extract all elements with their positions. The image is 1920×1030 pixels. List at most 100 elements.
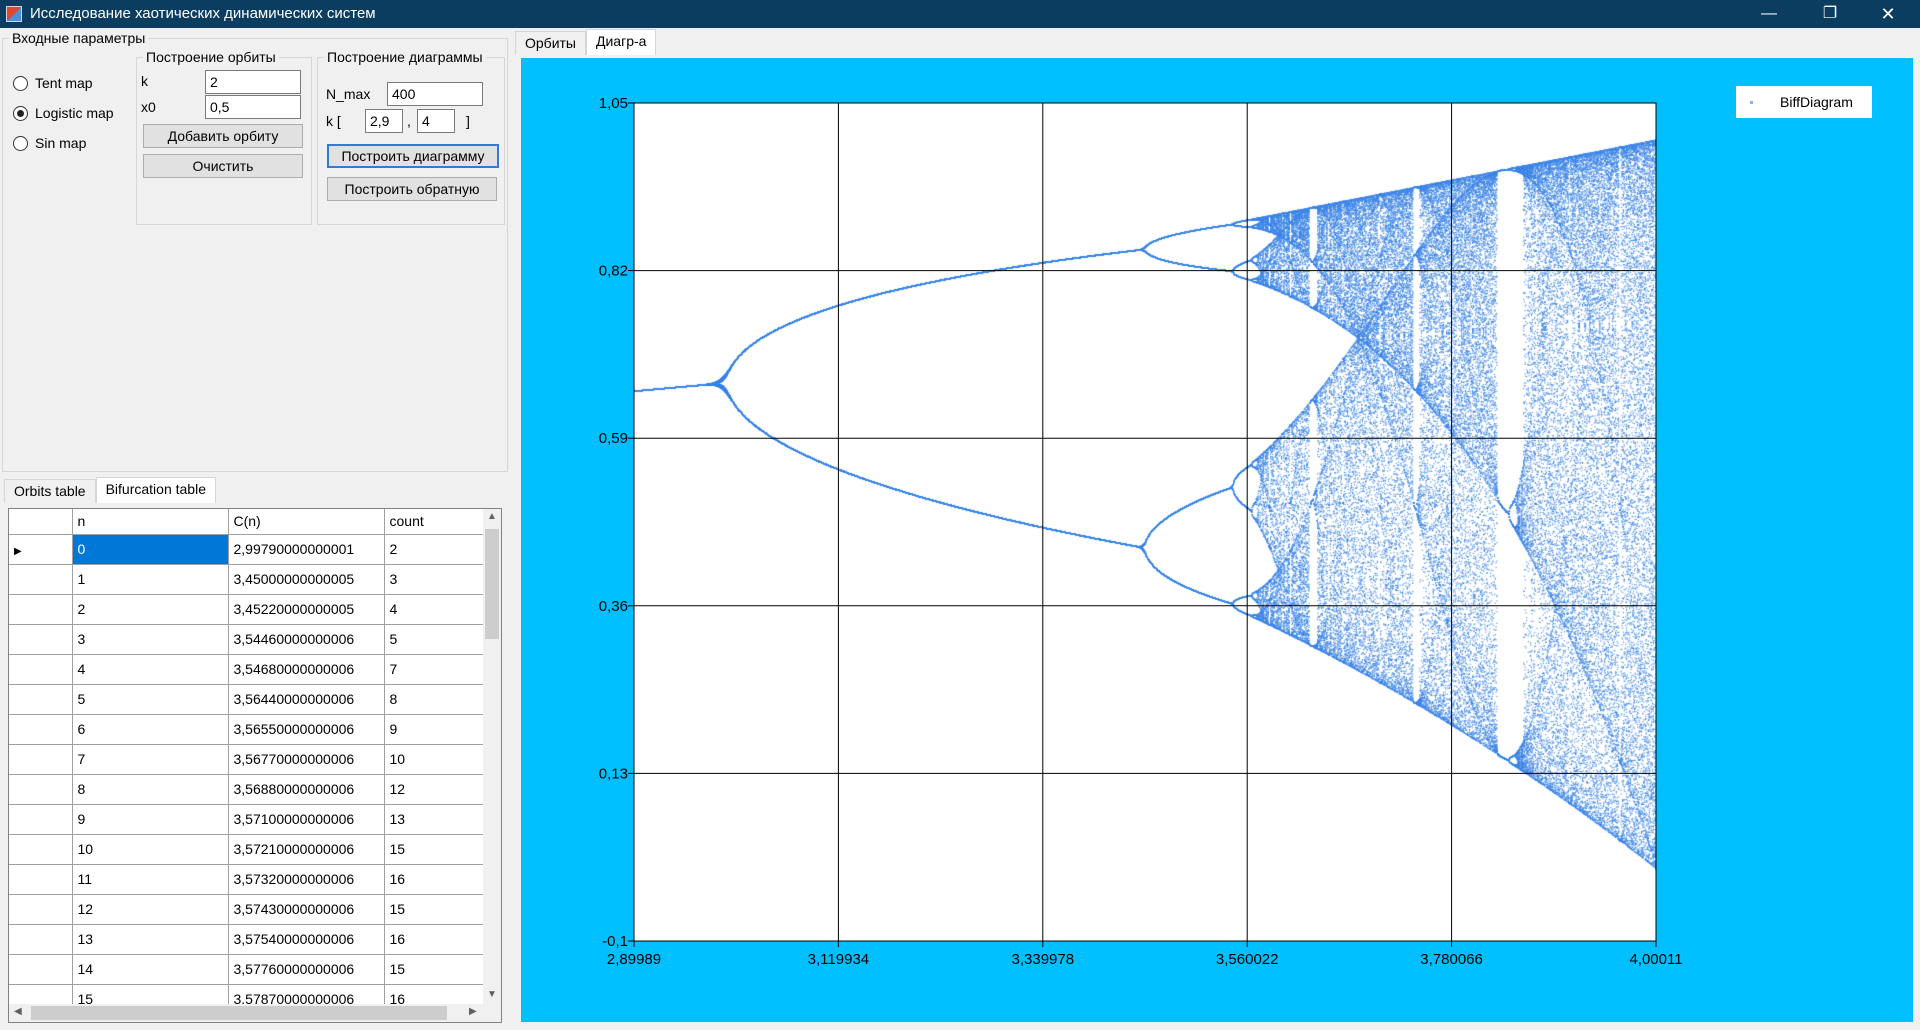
tab-bifurcation-table[interactable]: Bifurcation table <box>95 477 216 503</box>
cell-n[interactable]: 14 <box>72 954 229 985</box>
column-header-count[interactable]: count <box>384 509 485 535</box>
tab-orbits-table[interactable]: Orbits table <box>4 479 96 503</box>
table-row[interactable]: 12 3,57430000000006 15 <box>9 894 485 925</box>
build-diagram-button[interactable]: Построить диаграмму <box>327 144 499 168</box>
column-header-cn[interactable]: C(n) <box>228 509 385 535</box>
cell-count[interactable]: 15 <box>384 894 485 925</box>
cell-n[interactable]: 12 <box>72 894 229 925</box>
row-header[interactable] <box>9 684 73 715</box>
cell-cn[interactable]: 3,45000000000005 <box>228 564 385 595</box>
cell-n[interactable]: 3 <box>72 624 229 655</box>
radio-sin-map[interactable]: Sin map <box>13 135 86 151</box>
cell-cn[interactable]: 3,56440000000006 <box>228 684 385 715</box>
cell-cn[interactable]: 3,54680000000006 <box>228 654 385 685</box>
cell-n[interactable]: 11 <box>72 864 229 895</box>
cell-count[interactable]: 15 <box>384 834 485 865</box>
cell-cn[interactable]: 3,56880000000006 <box>228 774 385 805</box>
cell-n[interactable]: 4 <box>72 654 229 685</box>
scroll-right-icon[interactable]: ▶ <box>469 1006 477 1017</box>
table-row[interactable]: 14 3,57760000000006 15 <box>9 954 485 985</box>
column-header-n[interactable]: n <box>72 509 229 535</box>
x0-input[interactable] <box>205 95 301 119</box>
row-header[interactable] <box>9 564 73 595</box>
cell-cn[interactable]: 3,57210000000006 <box>228 834 385 865</box>
vertical-scroll-thumb[interactable] <box>485 529 499 639</box>
chart-area[interactable]: 2,89989 3,119934 3,339978 3,560022 3,780066 4… <box>521 58 1913 1022</box>
radio-dot[interactable] <box>13 105 28 121</box>
table-row[interactable]: 2 3,45220000000005 4 <box>9 594 485 625</box>
cell-cn[interactable]: 3,57320000000006 <box>228 864 385 895</box>
scroll-left-icon[interactable]: ◀ <box>14 1006 22 1017</box>
row-header[interactable] <box>9 594 73 625</box>
row-header[interactable] <box>9 654 73 685</box>
table-row[interactable]: 6 3,56550000000006 9 <box>9 714 485 745</box>
table-row[interactable]: 8 3,56880000000006 12 <box>9 774 485 805</box>
cell-count[interactable]: 9 <box>384 714 485 745</box>
row-header[interactable] <box>9 804 73 835</box>
row-header[interactable] <box>9 894 73 925</box>
cell-n[interactable]: 9 <box>72 804 229 835</box>
row-header[interactable] <box>9 864 73 895</box>
cell-count[interactable]: 12 <box>384 774 485 805</box>
table-row[interactable]: 10 3,57210000000006 15 <box>9 834 485 865</box>
table-row[interactable]: 3 3,54460000000006 5 <box>9 624 485 655</box>
radio-tent-map[interactable]: Tent map <box>13 75 93 91</box>
cell-count[interactable]: 2 <box>384 534 485 565</box>
clear-button[interactable]: Очистить <box>143 154 303 178</box>
cell-count[interactable]: 7 <box>384 654 485 685</box>
cell-cn[interactable]: 3,45220000000005 <box>228 594 385 625</box>
row-header[interactable]: ▶ <box>9 534 73 565</box>
cell-cn[interactable]: 3,57540000000006 <box>228 924 385 955</box>
cell-n[interactable]: 13 <box>72 924 229 955</box>
cell-n[interactable]: 8 <box>72 774 229 805</box>
cell-cn[interactable]: 3,56550000000006 <box>228 714 385 745</box>
cell-cn[interactable]: 3,57760000000006 <box>228 954 385 985</box>
cell-cn[interactable]: 3,57100000000006 <box>228 804 385 835</box>
scroll-up-icon[interactable]: ▲ <box>487 511 497 522</box>
cell-cn[interactable]: 3,56770000000006 <box>228 744 385 775</box>
radio-dot[interactable] <box>13 135 28 151</box>
cell-n[interactable]: 0 <box>72 534 229 565</box>
cell-count[interactable]: 10 <box>384 744 485 775</box>
cell-count[interactable]: 15 <box>384 954 485 985</box>
tab-diagram[interactable]: Диагр-а <box>586 29 657 55</box>
row-header[interactable] <box>9 834 73 865</box>
horizontal-scroll-thumb[interactable] <box>31 1006 447 1020</box>
table-row[interactable]: 4 3,54680000000006 7 <box>9 654 485 685</box>
maximize-button[interactable]: ❐ <box>1822 5 1838 22</box>
cell-count[interactable]: 8 <box>384 684 485 715</box>
table-row[interactable]: 7 3,56770000000006 10 <box>9 744 485 775</box>
row-header[interactable] <box>9 774 73 805</box>
cell-count[interactable]: 5 <box>384 624 485 655</box>
cell-count[interactable]: 16 <box>384 924 485 955</box>
cell-n[interactable]: 6 <box>72 714 229 745</box>
cell-n[interactable]: 5 <box>72 684 229 715</box>
k-input[interactable] <box>205 70 301 94</box>
radio-dot[interactable] <box>13 75 28 91</box>
horizontal-scrollbar[interactable]: ◀ ▶ <box>9 1004 501 1022</box>
cell-n[interactable]: 10 <box>72 834 229 865</box>
k-from-input[interactable] <box>365 109 403 133</box>
cell-cn[interactable]: 3,57430000000006 <box>228 894 385 925</box>
nmax-input[interactable] <box>387 82 483 106</box>
k-to-input[interactable] <box>417 109 455 133</box>
table-row[interactable]: 5 3,56440000000006 8 <box>9 684 485 715</box>
row-header[interactable] <box>9 954 73 985</box>
cell-n[interactable]: 2 <box>72 594 229 625</box>
bifurcation-grid[interactable]: n C(n) count ▶ 0 2,99790000000001 2 1 3,45000… <box>8 508 502 1023</box>
minimize-button[interactable]: — <box>1761 5 1777 22</box>
cell-n[interactable]: 7 <box>72 744 229 775</box>
cell-count[interactable]: 16 <box>384 864 485 895</box>
cell-count[interactable]: 4 <box>384 594 485 625</box>
scroll-down-icon[interactable]: ▼ <box>487 989 497 1000</box>
table-row[interactable]: 1 3,45000000000005 3 <box>9 564 485 595</box>
row-header[interactable] <box>9 744 73 775</box>
row-header[interactable] <box>9 624 73 655</box>
build-reverse-button[interactable]: Построить обратную <box>327 177 497 201</box>
table-row[interactable]: 11 3,57320000000006 16 <box>9 864 485 895</box>
table-row[interactable]: 13 3,57540000000006 16 <box>9 924 485 955</box>
tab-orbits[interactable]: Орбиты <box>515 31 586 55</box>
close-button[interactable]: ✕ <box>1880 4 1896 24</box>
cell-cn[interactable]: 2,99790000000001 <box>228 534 385 565</box>
vertical-scrollbar[interactable]: ▲ ▼ <box>483 509 501 1005</box>
